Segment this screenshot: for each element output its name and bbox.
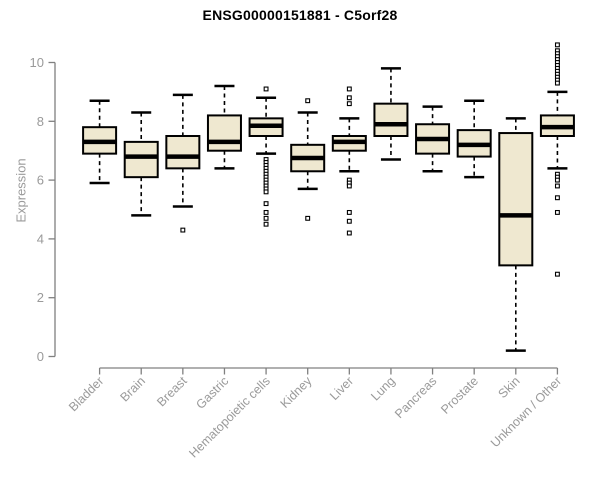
outlier-point bbox=[554, 177, 560, 183]
x-tick-label: Kidney bbox=[278, 373, 315, 410]
boxplot-kidney bbox=[290, 98, 326, 221]
x-tick-label: Prostate bbox=[438, 374, 481, 417]
outlier-point bbox=[263, 189, 269, 195]
chart-title: ENSG00000151881 - C5orf28 bbox=[202, 7, 398, 23]
x-tick-label: Unknown / Other bbox=[488, 374, 564, 450]
outlier-point bbox=[305, 98, 311, 104]
box-rect bbox=[498, 132, 534, 267]
boxplot-unknown-other bbox=[539, 42, 575, 277]
outlier-point bbox=[554, 80, 560, 86]
boxplot-lung bbox=[373, 67, 409, 161]
outlier-point bbox=[554, 195, 560, 201]
boxplot-bladder bbox=[82, 99, 118, 185]
outlier-point bbox=[346, 230, 352, 236]
boxplot-skin bbox=[498, 117, 534, 352]
outlier-point bbox=[180, 227, 186, 233]
boxplot-hematopoietic-cells bbox=[248, 86, 284, 227]
x-tick-label: Gastric bbox=[193, 374, 231, 412]
outlier-point bbox=[305, 215, 311, 221]
y-tick-label: 2 bbox=[37, 290, 44, 305]
outlier-point bbox=[346, 218, 352, 224]
outlier-point bbox=[554, 183, 560, 189]
y-tick-label: 0 bbox=[37, 349, 44, 364]
y-tick-label: 6 bbox=[37, 173, 44, 188]
x-tick-label: Lung bbox=[368, 374, 398, 404]
outlier-point bbox=[346, 86, 352, 92]
outlier-point bbox=[346, 95, 352, 101]
x-tick-label: Liver bbox=[327, 374, 356, 403]
y-tick-label: 10 bbox=[30, 55, 44, 70]
box-rect bbox=[165, 135, 201, 170]
boxplot-breast bbox=[165, 93, 201, 233]
outlier-point bbox=[346, 183, 352, 189]
y-axis: 0 2 4 6 8 10 bbox=[30, 55, 56, 364]
boxplot-pancreas bbox=[415, 105, 451, 173]
x-tick-label: Bladder bbox=[66, 374, 106, 414]
outlier-point bbox=[263, 215, 269, 221]
x-tick-label: Skin bbox=[496, 374, 523, 401]
boxplot-brain bbox=[123, 111, 159, 217]
x-tick-label: Pancreas bbox=[392, 374, 439, 421]
outlier-point bbox=[554, 209, 560, 215]
x-tick-label: Hematopoietic cells bbox=[186, 374, 273, 461]
outlier-point bbox=[263, 86, 269, 92]
outlier-point bbox=[346, 101, 352, 107]
boxplot-gastric bbox=[206, 84, 242, 170]
outlier-point bbox=[263, 201, 269, 207]
boxplot-liver bbox=[331, 86, 367, 236]
box-rect bbox=[123, 140, 159, 179]
boxplot-prostate bbox=[456, 99, 492, 179]
y-tick-label: 4 bbox=[37, 231, 44, 246]
outlier-point bbox=[346, 209, 352, 215]
box-rect bbox=[373, 102, 409, 138]
outlier-point bbox=[263, 209, 269, 215]
x-tick-label: Brain bbox=[118, 374, 149, 405]
outlier-point bbox=[554, 271, 560, 277]
outlier-point bbox=[263, 221, 269, 227]
outlier-point bbox=[554, 42, 560, 48]
box-rect bbox=[206, 114, 242, 152]
y-tick-label: 8 bbox=[37, 114, 44, 129]
x-tick-label: Breast bbox=[154, 374, 190, 410]
